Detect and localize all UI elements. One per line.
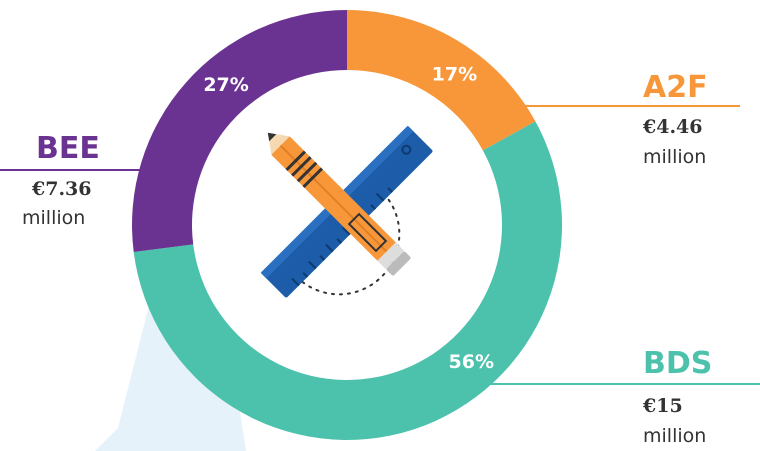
legend-name-a2f: A2F	[643, 70, 708, 105]
leader-lines	[0, 105, 760, 385]
percent-label-bee: 27%	[203, 74, 248, 96]
legend-name-bds: BDS	[643, 346, 713, 381]
donut-slice-bds	[133, 121, 562, 440]
donut-slices	[131, 10, 562, 440]
legend-amount-bds: €15	[643, 395, 683, 417]
donut-slice-a2f	[347, 10, 536, 151]
legend-unit-bee: million	[22, 207, 86, 229]
legend-amount-bee: €7.36	[32, 178, 92, 200]
legend-amount-a2f: €4.46	[643, 116, 703, 138]
legend-unit-a2f: million	[643, 146, 707, 168]
donut-slice-bee	[131, 10, 347, 252]
percent-label-bds: 56%	[449, 351, 494, 373]
percent-labels: 17% 56% 27%	[203, 63, 494, 373]
legend-name-bee: BEE	[36, 131, 100, 166]
percent-label-a2f: 17%	[432, 63, 477, 85]
pencil-and-ruler-icon	[260, 125, 433, 298]
legend-unit-bds: million	[643, 425, 707, 447]
callout-beam	[95, 270, 246, 451]
